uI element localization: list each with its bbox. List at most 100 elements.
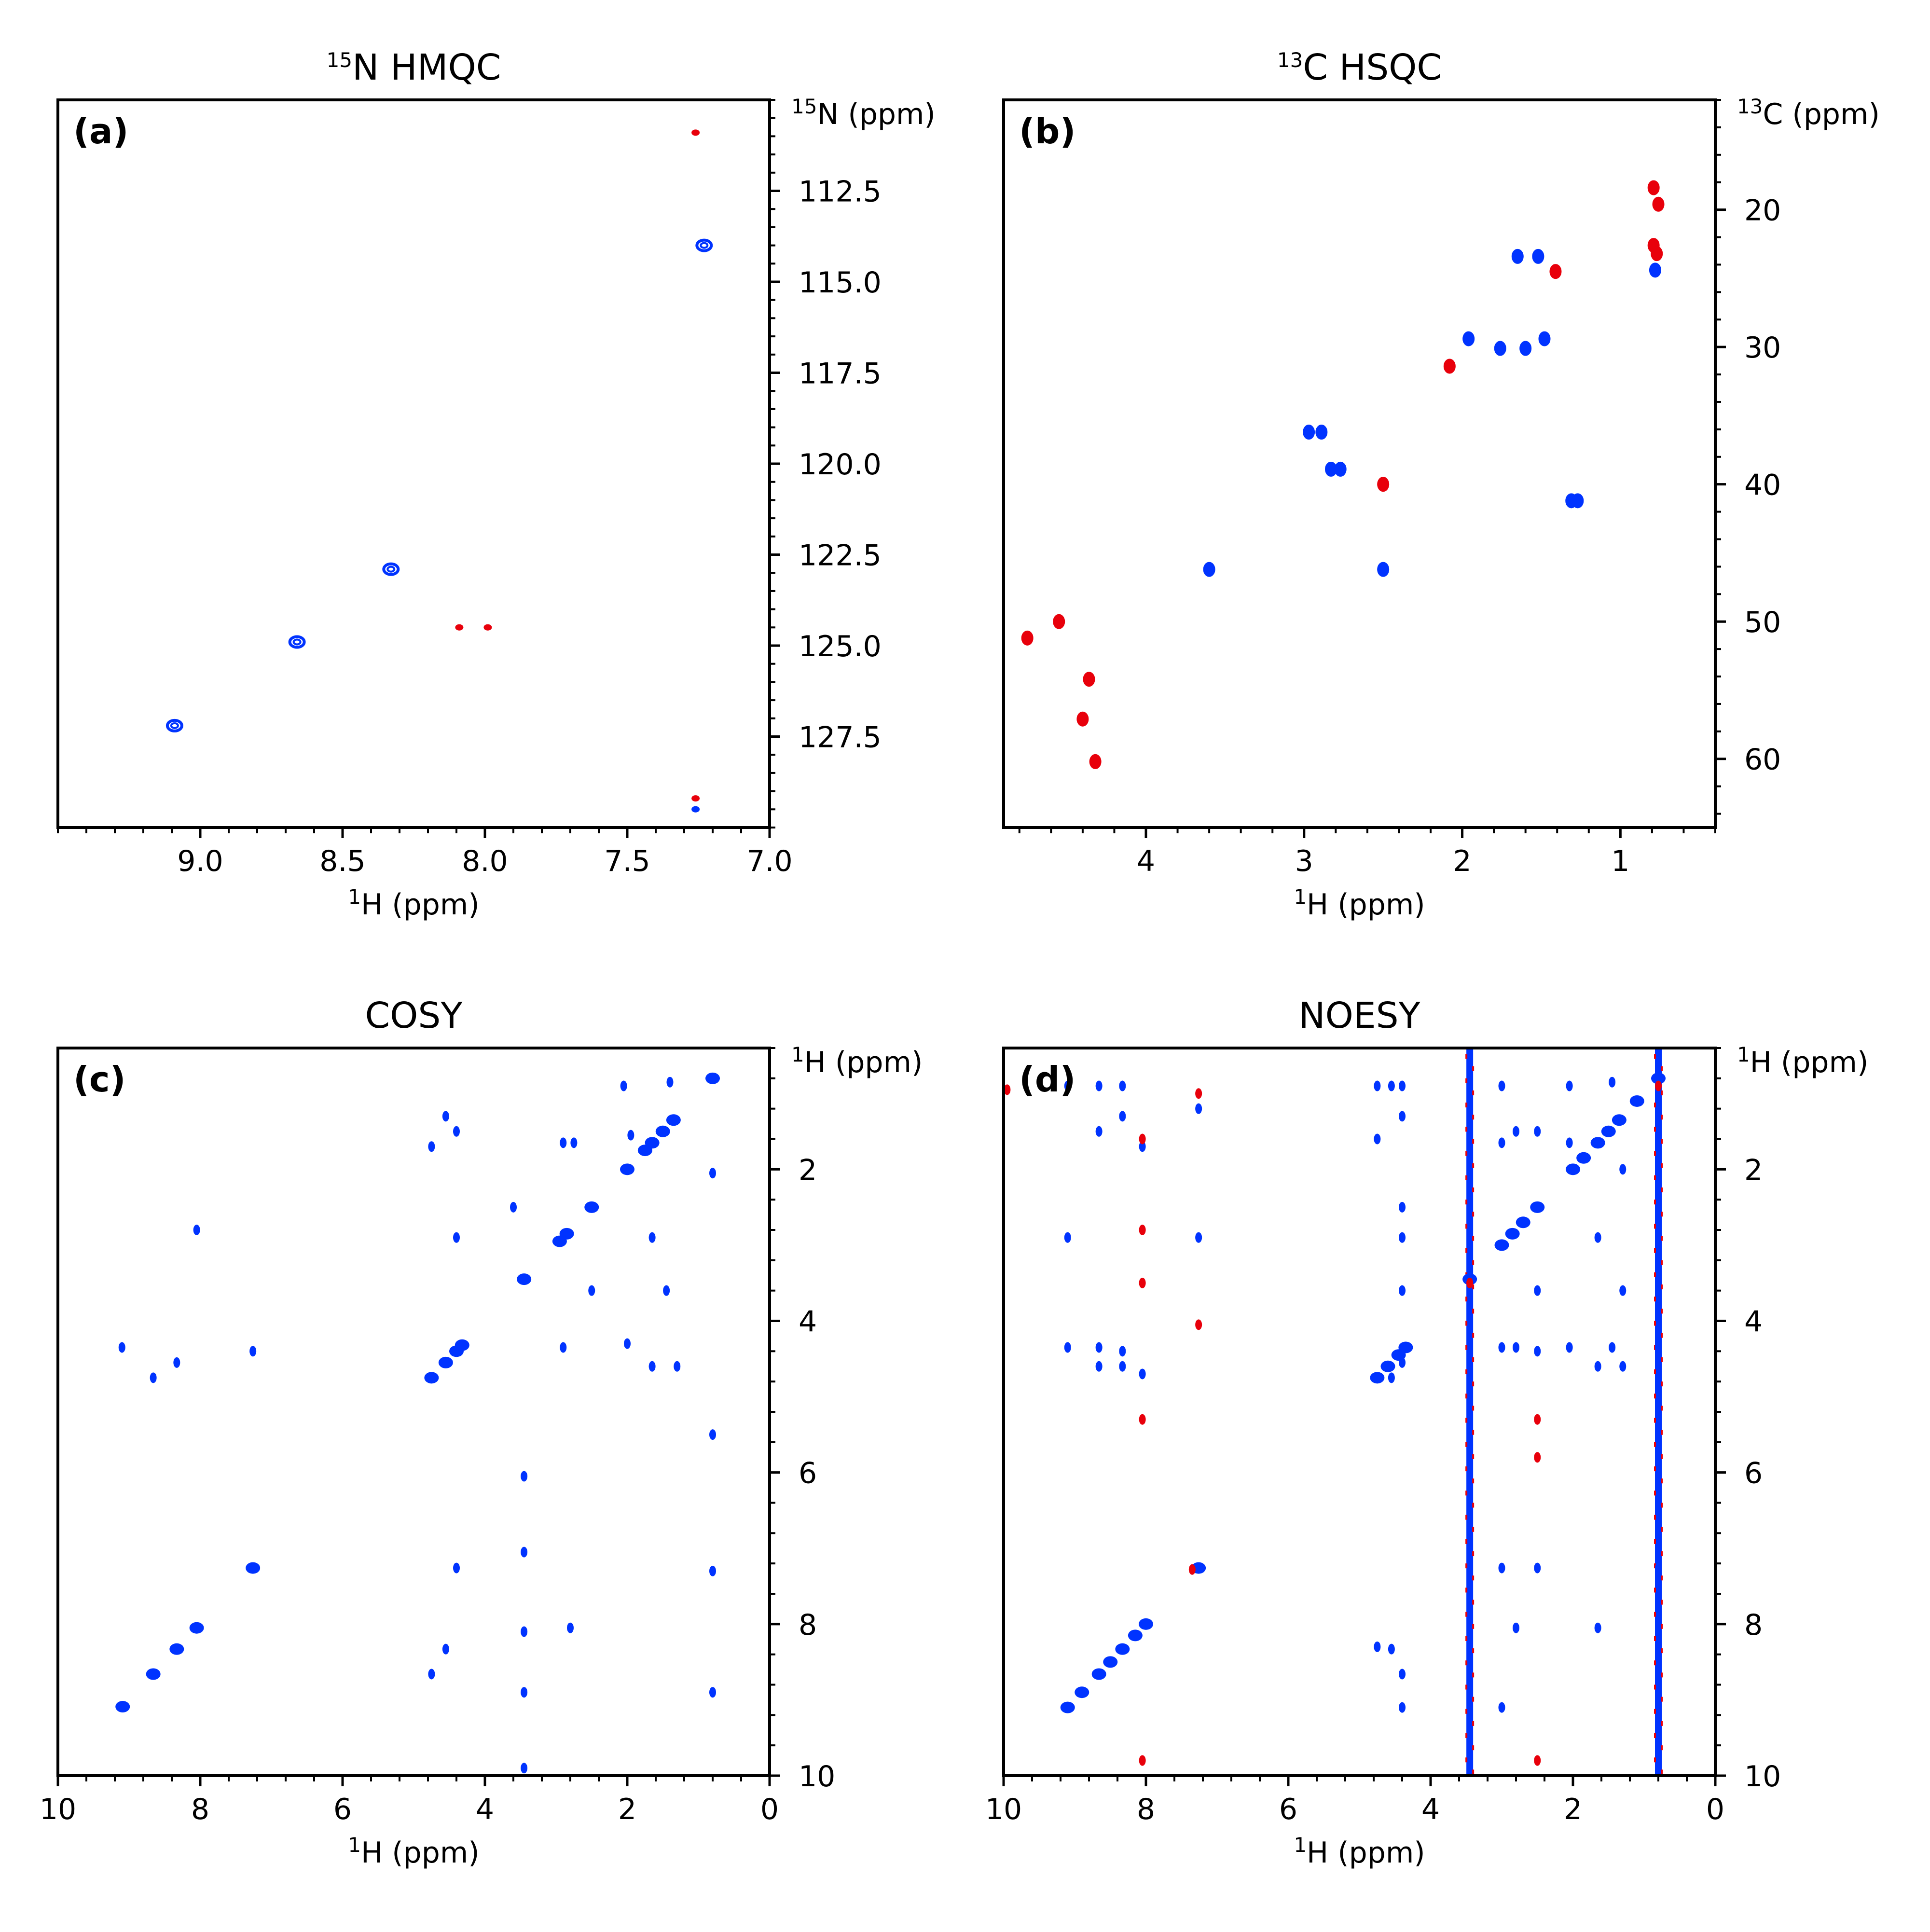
cross-peak: [1139, 1141, 1146, 1152]
diagonal-peak: [1103, 1656, 1118, 1668]
y-tick-label: 112.5: [799, 175, 882, 209]
cross-peak: [1619, 1164, 1627, 1175]
cross-peak: [1119, 1346, 1126, 1357]
y-tick-label: 8: [799, 1608, 817, 1642]
panel-title: NOESY: [1298, 995, 1420, 1036]
cross-peak: [1095, 1342, 1103, 1353]
stripe-speckle: [1472, 1503, 1475, 1508]
cross-peak: [560, 1342, 567, 1353]
peak: [1053, 614, 1065, 629]
stripe-speckle: [1654, 1684, 1656, 1690]
peak: [691, 795, 700, 802]
x-tick-label: 10: [40, 1793, 76, 1826]
stripe-speckle: [1661, 1212, 1663, 1217]
cross-peak: [1195, 1088, 1202, 1099]
stripe-speckle: [1661, 1745, 1663, 1751]
diagonal-peak: [189, 1622, 204, 1634]
stripe-speckle: [1472, 1115, 1475, 1120]
cross-peak: [1534, 1755, 1541, 1766]
peak: [1572, 493, 1584, 509]
stripe-speckle: [1661, 1236, 1663, 1241]
cross-peak: [1399, 1357, 1406, 1368]
solvent-stripe: [1466, 1048, 1474, 1776]
x-tick-label: 2: [1564, 1793, 1582, 1826]
diagonal-peak: [655, 1125, 670, 1137]
cross-peak: [1399, 1669, 1406, 1680]
diagonal-peak: [1576, 1152, 1591, 1164]
stripe-speckle: [1472, 1600, 1475, 1605]
cross-peak: [521, 1763, 528, 1774]
diagonal-peak: [1651, 1072, 1666, 1084]
cross-peak: [1594, 1361, 1601, 1372]
cross-peak: [1195, 1319, 1202, 1330]
stripe-speckle: [1472, 1139, 1475, 1144]
stripe-speckle: [1654, 1394, 1656, 1399]
peak-contour: [386, 566, 396, 573]
diagonal-peak: [455, 1339, 469, 1351]
y-tick-label: 50: [1744, 606, 1781, 639]
cross-peak: [1619, 1361, 1627, 1372]
cross-peak: [1119, 1111, 1126, 1122]
x-axis-label: 1H (ppm): [348, 1833, 479, 1870]
stripe-speckle: [1465, 1418, 1468, 1423]
cross-peak: [1095, 1080, 1103, 1091]
diagonal-peak: [246, 1562, 261, 1574]
y-tick-label: 127.5: [799, 721, 882, 755]
stripe-speckle: [1465, 1733, 1468, 1739]
cross-peak: [1498, 1562, 1505, 1573]
stripe-speckle: [1661, 1139, 1663, 1144]
stripe-speckle: [1465, 1490, 1468, 1496]
stripe-speckle: [1472, 1212, 1475, 1217]
cross-peak: [453, 1232, 460, 1243]
stripe-speckle: [1661, 1333, 1663, 1338]
stripe-speckle: [1465, 1442, 1468, 1447]
panel-title: 15N HMQC: [327, 47, 501, 88]
cross-peak: [1513, 1622, 1519, 1633]
cross-peak: [560, 1137, 567, 1148]
x-tick-label: 9.0: [177, 844, 223, 878]
cross-peak: [173, 1357, 180, 1368]
cross-peak: [1139, 1277, 1146, 1288]
stripe-speckle: [1465, 1345, 1468, 1350]
cross-peak: [1139, 1755, 1146, 1766]
stripe-speckle: [1472, 1527, 1475, 1532]
stripe-speckle: [1472, 1454, 1475, 1459]
x-tick-label: 6: [1279, 1793, 1297, 1826]
stripe-speckle: [1661, 1187, 1663, 1193]
y-tick-label: 2: [1744, 1153, 1763, 1187]
stripe-speckle: [1661, 1357, 1663, 1362]
peak: [483, 624, 492, 631]
stripe-speckle: [1472, 1333, 1475, 1338]
peak: [695, 238, 713, 252]
diagonal-peak: [1060, 1701, 1075, 1713]
cross-peak: [1566, 1137, 1573, 1148]
panel-d: 10 8 6 4 2 0 2 4 6 8 10 1H (ppm) 1H (ppm) NOESY (d): [985, 995, 1869, 1870]
stripe-speckle: [1661, 1478, 1663, 1484]
cross-peak: [428, 1669, 435, 1680]
diagonal-peak: [1612, 1114, 1627, 1126]
stripe-speckle: [1654, 1490, 1656, 1496]
y-axis-label: 1H (ppm): [1737, 1043, 1868, 1079]
stripe-speckle: [1654, 1248, 1656, 1253]
stripe-speckle: [1472, 1672, 1475, 1678]
stripe-speckle: [1465, 1369, 1468, 1375]
stripe-speckle: [1661, 1454, 1663, 1459]
stripe-speckle: [1465, 1709, 1468, 1714]
stripe-speckle: [1654, 1587, 1656, 1593]
solvent-stripe: [1655, 1048, 1662, 1776]
panel-title: 13C HSQC: [1277, 47, 1442, 88]
panel-label: (a): [73, 111, 128, 152]
cross-peak: [1139, 1368, 1146, 1380]
cross-peak: [620, 1080, 627, 1091]
y-tick-label: 2: [799, 1153, 817, 1187]
peak: [1511, 248, 1524, 264]
cross-peak: [1534, 1285, 1541, 1296]
cross-peak: [1064, 1080, 1071, 1091]
cross-peak: [1388, 1643, 1395, 1655]
stripe-speckle: [1472, 1163, 1475, 1168]
x-tick-label: 10: [985, 1793, 1022, 1826]
y-tick-label: 125.0: [799, 630, 882, 663]
stripe-speckle: [1661, 1600, 1663, 1605]
y-tick-label: 8: [1744, 1608, 1763, 1642]
